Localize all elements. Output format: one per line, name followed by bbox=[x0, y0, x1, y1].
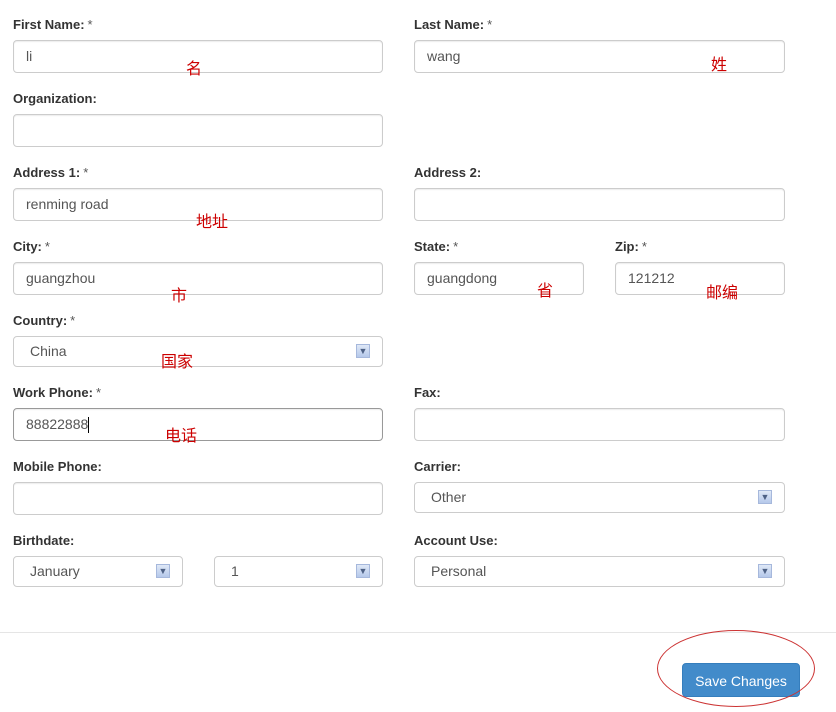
organization-label: Organization: bbox=[13, 91, 97, 106]
zip-input[interactable]: 121212 bbox=[615, 262, 785, 295]
annotation-country: 国家 bbox=[161, 352, 194, 371]
carrier-select[interactable]: Other ▼ bbox=[414, 482, 785, 513]
last-name-label: Last Name: * bbox=[414, 17, 493, 32]
account-use-value: Personal bbox=[431, 563, 487, 579]
zip-label: Zip: * bbox=[615, 239, 647, 254]
annotation-city: 市 bbox=[171, 286, 188, 305]
birthdate-label: Birthdate: bbox=[13, 533, 75, 548]
chevron-down-icon: ▼ bbox=[156, 564, 170, 578]
state-label: State: * bbox=[414, 239, 459, 254]
chevron-down-icon: ▼ bbox=[356, 344, 370, 358]
birth-month-value: January bbox=[30, 563, 80, 579]
carrier-label: Carrier: bbox=[414, 459, 461, 474]
divider bbox=[0, 632, 836, 633]
annotation-zip: 邮编 bbox=[706, 283, 739, 302]
address2-input[interactable] bbox=[414, 188, 785, 221]
annotation-address: 地址 bbox=[196, 212, 229, 231]
country-label: Country: * bbox=[13, 313, 76, 328]
mobile-phone-label: Mobile Phone: bbox=[13, 459, 102, 474]
fax-label: Fax: bbox=[414, 385, 441, 400]
annotation-last-name: 姓 bbox=[711, 55, 728, 74]
city-input[interactable]: guangzhou bbox=[13, 262, 383, 295]
work-phone-input[interactable]: 88822888 bbox=[13, 408, 383, 441]
annotation-state: 省 bbox=[537, 281, 554, 300]
birth-day-select[interactable]: 1 ▼ bbox=[214, 556, 383, 587]
work-phone-label: Work Phone: * bbox=[13, 385, 101, 400]
city-label: City: * bbox=[13, 239, 50, 254]
account-use-select[interactable]: Personal ▼ bbox=[414, 556, 785, 587]
mobile-phone-input[interactable] bbox=[13, 482, 383, 515]
first-name-input[interactable]: li bbox=[13, 40, 383, 73]
chevron-down-icon: ▼ bbox=[758, 564, 772, 578]
birth-month-select[interactable]: January ▼ bbox=[13, 556, 183, 587]
address1-input[interactable]: renming road bbox=[13, 188, 383, 221]
text-cursor bbox=[88, 417, 90, 434]
carrier-value: Other bbox=[431, 489, 467, 505]
annotation-first-name: 名 bbox=[186, 59, 203, 78]
birth-day-value: 1 bbox=[231, 563, 239, 579]
country-select[interactable]: China ▼ bbox=[13, 336, 383, 367]
save-changes-button[interactable]: Save Changes bbox=[682, 663, 800, 697]
annotation-phone: 电话 bbox=[165, 426, 198, 445]
fax-input[interactable] bbox=[414, 408, 785, 441]
chevron-down-icon: ▼ bbox=[356, 564, 370, 578]
chevron-down-icon: ▼ bbox=[758, 490, 772, 504]
organization-input[interactable] bbox=[13, 114, 383, 147]
first-name-label: First Name: * bbox=[13, 17, 93, 32]
state-input[interactable]: guangdong bbox=[414, 262, 584, 295]
address1-label: Address 1: * bbox=[13, 165, 89, 180]
account-use-label: Account Use: bbox=[414, 533, 498, 548]
country-value: China bbox=[30, 343, 67, 359]
last-name-input[interactable]: wang bbox=[414, 40, 785, 73]
address2-label: Address 2: bbox=[414, 165, 482, 180]
